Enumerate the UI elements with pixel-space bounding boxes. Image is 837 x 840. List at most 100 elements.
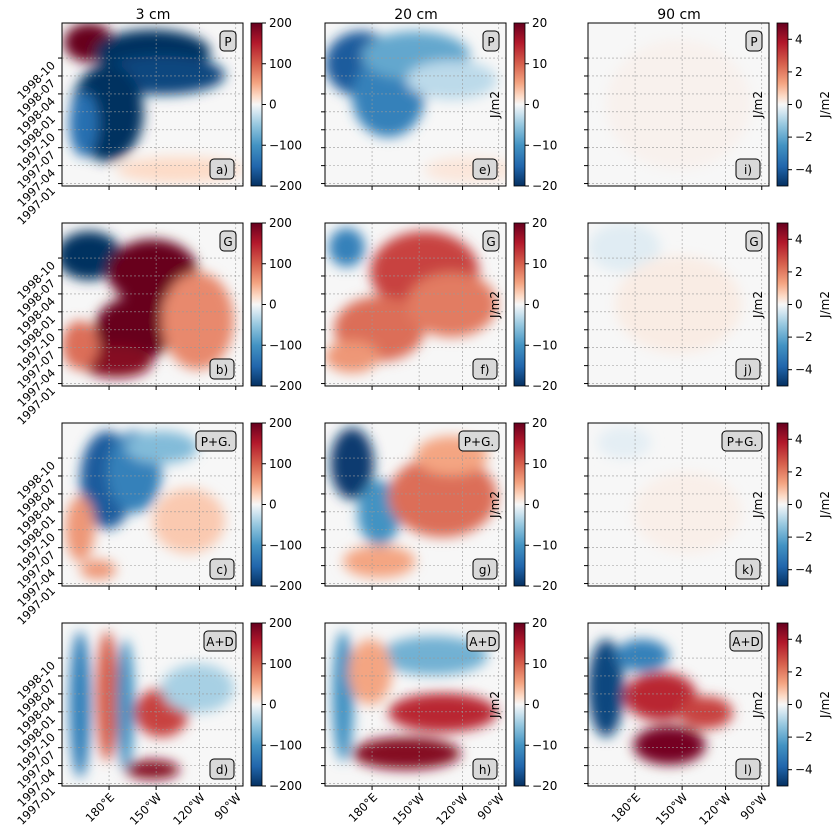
colorbar-strip	[513, 22, 526, 187]
field-blob	[606, 39, 751, 170]
colorbar-unit-left: J/m2	[751, 491, 765, 519]
panel-field-blur	[588, 223, 742, 354]
colorbar-tick-label: 2	[795, 665, 803, 679]
field-blob	[633, 471, 742, 554]
panel-frame	[587, 222, 770, 387]
term-label: P+G.	[464, 435, 494, 449]
field-blob	[633, 725, 706, 765]
colorbar-unit-left: J/m2	[751, 691, 765, 719]
term-label: P	[750, 35, 757, 49]
field-blob	[65, 496, 95, 562]
colorbar: 4 2 0 −2 −4 J/m2 J/m2	[751, 222, 832, 387]
x-tick-label: 120°W	[170, 790, 208, 828]
term-label: G	[486, 235, 495, 249]
panel-letter: b)	[216, 363, 228, 377]
colorbar-tick-label: −10	[532, 338, 557, 352]
field-blob	[388, 693, 497, 733]
colorbar-tick-label: −200	[269, 779, 302, 793]
term-label-box	[745, 30, 763, 52]
colorbar-tick-label: 0	[269, 98, 277, 112]
panel-frame	[587, 622, 770, 787]
colorbar: 20 10 0 −10 −20 J/m2	[488, 16, 557, 193]
field-blob	[588, 223, 661, 272]
field-blob	[352, 737, 461, 770]
term-label-box	[219, 230, 237, 252]
term-label-box	[729, 630, 763, 652]
panel-field-blur	[588, 639, 733, 765]
panel-l: A+D l)	[584, 622, 770, 790]
panel-field-blur	[325, 227, 497, 373]
panel-i: Pi)	[584, 22, 770, 190]
colorbar-tick-label: −100	[269, 138, 302, 152]
term-label: A+D	[206, 635, 234, 649]
colorbar-unit-left: J/m2	[751, 291, 765, 319]
colorbars: 2001000−100−20020100−10−20J/m2420−2−4J/m…	[250, 16, 832, 793]
field-blob	[406, 271, 497, 338]
field-blob	[348, 639, 392, 705]
colorbar-tick-label: −2	[795, 530, 813, 544]
term-label: P+G.	[201, 435, 231, 449]
panel-field-blur	[597, 426, 742, 554]
colorbar: 4 2 0 −2 −4 J/m2 J/m2	[751, 422, 832, 587]
panel-field-blur	[65, 431, 225, 580]
colorbar-tick-label: 200	[269, 216, 292, 230]
panel-letter-box	[735, 558, 761, 580]
panel-field	[332, 631, 497, 770]
colorbar-tick-label: 2	[795, 465, 803, 479]
field-blob	[332, 631, 354, 762]
term-label: P	[224, 35, 231, 49]
panel-letter-box	[472, 758, 498, 780]
panel-letter-box	[472, 358, 498, 380]
panel-field	[597, 426, 742, 554]
colorbar: 20 10 0 −10 −20 J/m2	[488, 416, 557, 593]
panel-field	[65, 431, 225, 580]
colorbar-strip	[776, 22, 789, 187]
colorbar-tick-label: −100	[269, 538, 302, 552]
field-blob	[588, 639, 625, 738]
panel-frame	[324, 422, 507, 587]
field-blob	[116, 639, 135, 770]
colorbar-strip	[250, 22, 263, 187]
panel-letter: k)	[742, 563, 754, 577]
colorbar-tick-label: 0	[532, 698, 540, 712]
colorbar-tick-label: −10	[532, 138, 557, 152]
panel-a: Pa)	[58, 22, 244, 190]
colorbar-tick-label: −200	[269, 379, 302, 393]
panel-letter: g)	[479, 563, 491, 577]
colorbar-tick-label: −20	[532, 179, 557, 193]
term-label-box	[203, 630, 237, 652]
field-blob	[80, 559, 117, 580]
colorbar: 200 100 0 −100 −200	[250, 416, 302, 593]
colorbar-tick-label: 0	[795, 98, 803, 112]
colorbar-tick-label: −4	[795, 763, 813, 777]
colorbar-unit-right: J/m2	[818, 91, 832, 119]
term-label: A+D	[469, 635, 497, 649]
panel-letter-box	[209, 758, 235, 780]
colorbar-tick-label: 200	[269, 16, 292, 30]
panel-field	[62, 231, 234, 378]
panel-frame	[587, 422, 770, 587]
field-blob	[330, 427, 374, 500]
panel-field	[606, 39, 751, 170]
panel-h: A+D h)	[321, 622, 507, 790]
x-tick-label: 180°E	[83, 790, 118, 825]
field-blob	[325, 340, 380, 373]
colorbar-tick-label: −200	[269, 579, 302, 593]
colorbar-tick-label: −2	[795, 730, 813, 744]
field-blob	[328, 227, 365, 268]
term-label: P	[487, 35, 494, 49]
panel-letter-box	[209, 358, 235, 380]
colorbar-tick-label: −4	[795, 363, 813, 377]
colorbar-tick-label: 0	[532, 298, 540, 312]
colorbar-tick-label: −20	[532, 579, 557, 593]
colorbar-tick-label: −4	[795, 163, 813, 177]
colorbar-unit-right: J/m2	[818, 291, 832, 319]
panel-letter: e)	[479, 163, 491, 177]
panel-field-blur	[332, 631, 497, 770]
colorbar-tick-label: −10	[532, 538, 557, 552]
term-label: G	[749, 235, 758, 249]
panel-frame	[61, 422, 244, 587]
field-blob	[69, 91, 99, 157]
panel-frame	[61, 22, 244, 187]
